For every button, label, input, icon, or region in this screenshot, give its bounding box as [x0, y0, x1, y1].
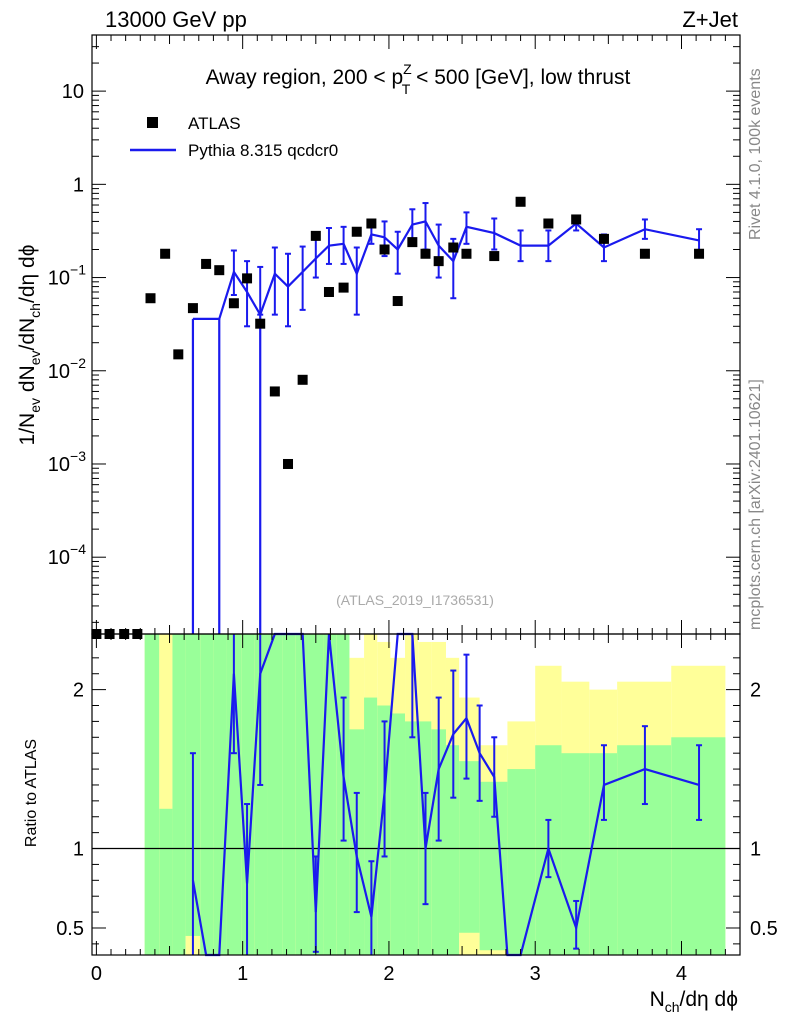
ratio-ytick-label-left: 1	[73, 839, 84, 861]
legend-label-pythia: Pythia 8.315 qcdcr0	[188, 141, 338, 160]
data-point	[448, 242, 459, 253]
ratio-frame	[91, 633, 741, 956]
ratio-band-green	[159, 808, 173, 955]
ratio-band-green	[172, 634, 186, 955]
xtick-label: 3	[530, 963, 541, 985]
data-point	[515, 196, 526, 207]
data-point	[145, 293, 156, 304]
data-point	[160, 248, 171, 259]
ratio-ytick-label-right: 2	[750, 680, 761, 702]
ratio-band-green	[241, 634, 255, 955]
xtick-label: 1	[237, 963, 248, 985]
main-ytick-label: 10−2	[48, 355, 86, 383]
data-point	[407, 237, 418, 248]
data-point	[461, 248, 472, 259]
data-point	[283, 458, 294, 469]
main-ytick-label: 10	[62, 81, 84, 103]
data-point	[420, 248, 431, 259]
data-point	[392, 296, 403, 307]
xtick-label: 4	[676, 963, 687, 985]
main-ytick-exponent: −1	[70, 262, 86, 278]
ratio-ytick-label-right: 0.5	[750, 918, 778, 940]
watermark: (ATLAS_2019_I1736531)	[336, 592, 494, 608]
main-series-layer	[91, 196, 705, 639]
data-point	[242, 273, 253, 284]
data-point	[173, 349, 184, 360]
ratio-band-green	[200, 634, 214, 955]
header-left: 13000 GeV pp	[105, 7, 247, 32]
data-point	[338, 282, 349, 293]
xlabel: Nch/dη dϕ	[650, 988, 738, 1015]
ratio-ytick-label-right: 1	[750, 839, 761, 861]
data-point	[214, 265, 225, 276]
data-point	[297, 374, 308, 385]
ratio-ylabel: Ratio to ATLAS	[23, 739, 40, 847]
site-label: mcplots.cern.ch [arXiv:2401.10621]	[747, 379, 764, 630]
data-point	[228, 298, 239, 309]
data-point	[433, 256, 444, 267]
main-ytick-exponent: −3	[70, 448, 86, 464]
data-point	[598, 233, 609, 244]
ratio-band-green	[323, 634, 337, 955]
data-point	[323, 286, 334, 297]
ratio-band-green	[295, 634, 309, 955]
ratio-band-green	[267, 634, 283, 955]
main-ytick-label: 10−3	[48, 448, 86, 476]
data-point	[269, 386, 280, 397]
legend-marker-atlas	[147, 117, 158, 128]
data-point	[571, 214, 582, 225]
header-right: Z+Jet	[682, 7, 738, 32]
data-point	[255, 318, 266, 329]
data-point	[694, 248, 705, 259]
ratio-band-green	[459, 761, 480, 933]
mc-series-line	[192, 220, 700, 321]
main-ytick-label: 1	[73, 174, 84, 196]
main-title: Away region, 200 < pZ T < 500 [GeV], low …	[206, 61, 631, 97]
ratio-band-green	[226, 634, 242, 955]
main-ytick-exponent: −2	[70, 355, 86, 371]
axes: 10 1 10−1 10−2 10−3 10−4 0 1 2 3 4 0.5 0.5 1 1 2 2	[48, 34, 778, 985]
ratio-band-green	[213, 634, 227, 955]
data-point	[543, 218, 554, 229]
data-point	[351, 226, 362, 237]
data-point	[379, 244, 390, 255]
ratio-band-green	[144, 634, 160, 955]
data-point	[187, 303, 198, 314]
ratio-band-green	[308, 634, 324, 955]
ratio-band-green	[282, 634, 296, 955]
main-ytick-label: 10−4	[48, 541, 86, 569]
data-point	[366, 218, 377, 229]
legend: ATLAS Pythia 8.315 qcdcr0	[130, 114, 338, 160]
ratio-band-green	[390, 713, 406, 955]
main-ytick-label: 10−1	[48, 262, 86, 290]
rivet-label: Rivet 4.1.0, 100k events	[747, 68, 764, 240]
data-point	[639, 248, 650, 259]
ratio-band-green	[405, 721, 419, 955]
ratio-series-line	[191, 632, 700, 957]
xtick-label: 0	[91, 963, 102, 985]
ratio-band-green	[507, 769, 536, 955]
data-point	[310, 230, 321, 241]
legend-label-atlas: ATLAS	[188, 114, 241, 133]
data-point	[489, 251, 500, 262]
ratio-plot-area	[92, 632, 740, 957]
xtick-label: 2	[383, 963, 394, 985]
data-point	[201, 258, 212, 269]
main-ytick-exponent: −4	[70, 541, 86, 557]
ratio-ytick-label-left: 2	[73, 680, 84, 702]
ratio-ytick-label-left: 0.5	[56, 918, 84, 940]
main-ylabel: 1/Nev dNev/dNch/dη dϕ	[16, 245, 43, 446]
